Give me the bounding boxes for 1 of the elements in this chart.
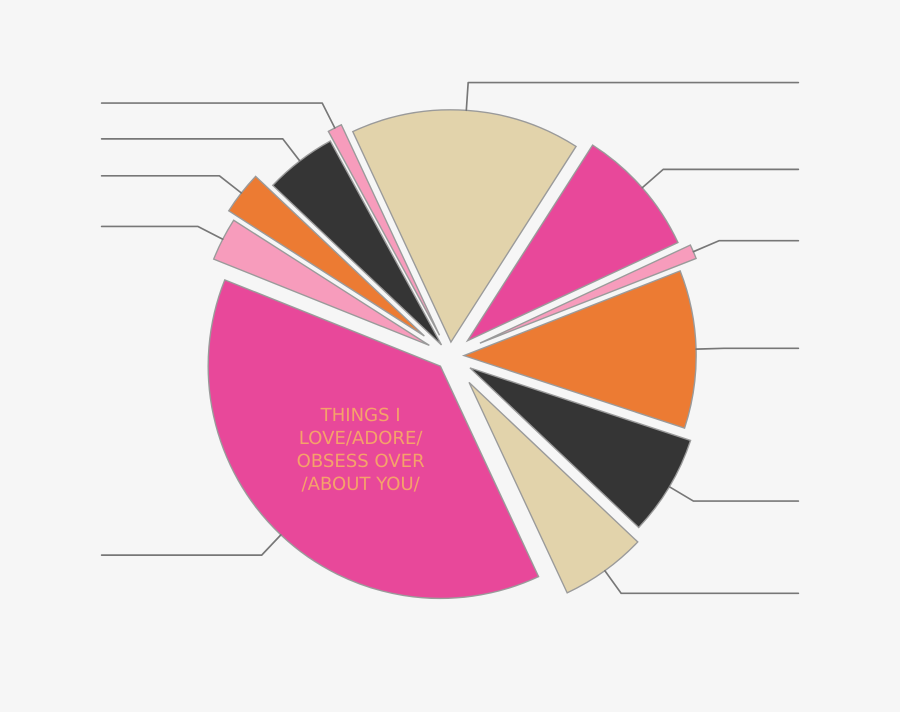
text: THINGS I LOVE/ADORE/ OBSESS OVER /ABOUT YOU/ (298, 408, 424, 492)
